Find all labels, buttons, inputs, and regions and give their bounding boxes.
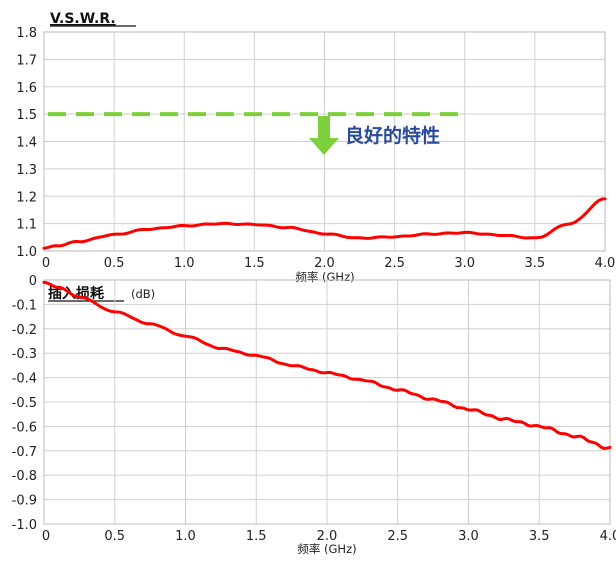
vswr-x-tick-label: 3.5 bbox=[525, 256, 546, 271]
insertion-loss-y-tick-label: -0.3 bbox=[12, 347, 37, 362]
insertion-loss-y-ticks: 0 -0.1 -0.2 -0.3 -0.4 -0.5 -0.6 -0.7 -0.8 -0.9 -1.… bbox=[12, 274, 37, 533]
insertion-loss-x-tick-label: 2.0 bbox=[317, 529, 338, 544]
insertion-loss-y-tick-label: -0.7 bbox=[12, 445, 37, 460]
insertion-loss-grid bbox=[44, 280, 610, 524]
insertion-loss-x-tick-label: 1.0 bbox=[175, 529, 196, 544]
insertion-loss-unit: (dB) bbox=[131, 287, 155, 301]
insertion-loss-y-tick-label: -0.1 bbox=[12, 298, 37, 313]
vswr-series-line bbox=[42, 197, 607, 250]
insertion-loss-y-tick-label: 0 bbox=[29, 274, 37, 289]
vswr-x-tick-label: 2.0 bbox=[314, 256, 335, 271]
vswr-x-tick-label: 3.0 bbox=[454, 256, 475, 271]
vswr-x-tick-label: 0.5 bbox=[104, 256, 125, 271]
insertion-loss-x-ticks: 0 0.5 1.0 1.5 2.0 2.5 3.0 3.5 4.0 bbox=[42, 529, 616, 544]
insertion-loss-x-axis-label: 频率 (GHz) bbox=[297, 542, 356, 556]
insertion-loss-y-tick-label: -0.6 bbox=[12, 420, 37, 435]
vswr-y-tick-label: 1.7 bbox=[16, 53, 37, 68]
insertion-loss-y-tick-label: -0.5 bbox=[12, 396, 37, 411]
vswr-y-tick-label: 1.6 bbox=[16, 81, 37, 96]
insertion-loss-x-tick-label: 2.5 bbox=[387, 529, 408, 544]
vswr-x-ticks: 0 0.5 1.0 1.5 2.0 2.5 3.0 3.5 4.0 bbox=[42, 256, 615, 271]
vswr-y-tick-label: 1.8 bbox=[16, 26, 37, 41]
annotation-text: 良好的特性 bbox=[345, 124, 440, 147]
vswr-grid bbox=[44, 32, 605, 251]
vswr-series-group bbox=[42, 197, 607, 250]
down-arrow-icon bbox=[309, 116, 339, 155]
insertion-loss-x-tick-label: 1.5 bbox=[246, 529, 267, 544]
vswr-y-tick-label: 1.5 bbox=[16, 108, 37, 123]
insertion-loss-y-tick-label: -1.0 bbox=[12, 518, 37, 533]
vswr-x-axis-label: 频率 (GHz) bbox=[295, 270, 354, 284]
vswr-chart: V.S.W.R. 0 0.5 1.0 1.5 2.0 2.5 3.0 3.5 4.0 1.01.… bbox=[16, 11, 615, 284]
vswr-y-tick-label: 1.1 bbox=[16, 218, 37, 233]
insertion-loss-plot-frame bbox=[43, 279, 611, 525]
insertion-loss-x-tick-label: 0.5 bbox=[104, 529, 125, 544]
insertion-loss-y-tick-label: -0.8 bbox=[12, 469, 37, 484]
vswr-y-tick-label: 1.2 bbox=[16, 190, 37, 205]
vswr-chart-title: V.S.W.R. bbox=[50, 11, 116, 27]
vswr-y-tick-label: 1.4 bbox=[16, 136, 37, 151]
insertion-loss-chart: 插入损耗 (dB) 00.51.01.52.02.53.03.54.0 0-0.… bbox=[12, 274, 616, 556]
vswr-plot-frame bbox=[43, 31, 606, 252]
vswr-y-ticks: 1.0 1.1 1.2 1.3 1.4 1.5 1.6 1.7 1.8 bbox=[16, 26, 37, 260]
insertion-loss-x-tick-label: 4.0 bbox=[600, 529, 616, 544]
vswr-y-tick-label: 1.3 bbox=[16, 163, 37, 178]
vswr-y-tick-label: 1.0 bbox=[16, 245, 37, 260]
insertion-loss-x-tick-label: 3.5 bbox=[529, 529, 550, 544]
vswr-x-tick-label: 2.5 bbox=[384, 256, 405, 271]
vswr-x-tick-label: 4.0 bbox=[595, 256, 616, 271]
insertion-loss-x-tick-label: 0 bbox=[42, 529, 50, 544]
insertion-loss-series-group bbox=[42, 280, 612, 450]
insertion-loss-x-tick-label: 3.0 bbox=[458, 529, 479, 544]
insertion-loss-y-tick-label: -0.2 bbox=[12, 323, 37, 338]
insertion-loss-series-line bbox=[42, 280, 612, 450]
vswr-x-tick-label: 1.5 bbox=[244, 256, 265, 271]
good-characteristic-annotation: 良好的特性 bbox=[309, 116, 440, 155]
vswr-x-tick-label: 0 bbox=[42, 256, 50, 271]
vswr-x-tick-label: 1.0 bbox=[174, 256, 195, 271]
insertion-loss-y-tick-label: -0.9 bbox=[12, 494, 37, 509]
insertion-loss-y-tick-label: -0.4 bbox=[12, 372, 37, 387]
